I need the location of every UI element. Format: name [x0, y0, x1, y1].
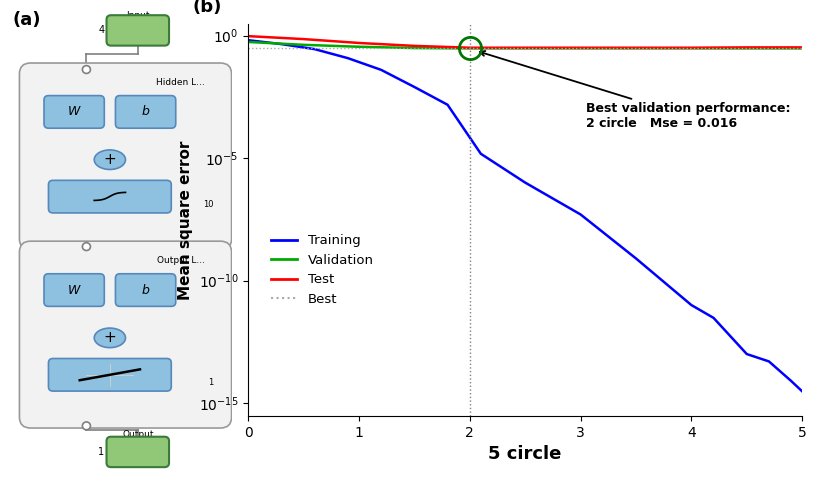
Training	[520, 180, 530, 185]
Validation	[409, 45, 419, 51]
Ellipse shape	[94, 150, 126, 170]
Text: 4: 4	[98, 25, 104, 35]
Line: Test: Test	[248, 36, 802, 48]
Text: Output: Output	[122, 430, 154, 439]
FancyBboxPatch shape	[20, 63, 232, 250]
Training	[409, 84, 419, 90]
Legend: Training, Validation, Test, Best: Training, Validation, Test, Best	[265, 229, 380, 311]
Circle shape	[83, 243, 90, 250]
Validation	[742, 45, 752, 51]
Circle shape	[83, 422, 90, 430]
Training	[476, 151, 485, 157]
Training	[631, 256, 641, 261]
Validation	[465, 45, 475, 51]
Test	[742, 44, 752, 50]
Line: Training: Training	[248, 40, 802, 391]
FancyBboxPatch shape	[20, 241, 232, 428]
Training	[309, 46, 319, 52]
Validation	[576, 45, 586, 51]
Text: W: W	[68, 283, 80, 296]
Text: Hidden L...: Hidden L...	[156, 78, 205, 87]
Test	[686, 45, 696, 51]
Validation	[631, 45, 641, 51]
Training	[742, 351, 752, 357]
Test	[354, 40, 364, 46]
Text: (a): (a)	[12, 11, 41, 29]
Text: b: b	[141, 105, 150, 119]
X-axis label: 5 circle: 5 circle	[489, 445, 562, 463]
Test	[520, 45, 530, 51]
Text: +: +	[103, 152, 117, 167]
FancyBboxPatch shape	[107, 437, 169, 467]
Test	[631, 45, 641, 51]
Training	[376, 67, 386, 73]
Validation	[299, 42, 308, 48]
Test	[299, 36, 308, 42]
FancyBboxPatch shape	[116, 274, 176, 306]
Text: +: +	[103, 330, 117, 346]
FancyBboxPatch shape	[44, 96, 104, 128]
Circle shape	[83, 65, 90, 74]
FancyBboxPatch shape	[107, 15, 169, 45]
Text: 10: 10	[203, 200, 213, 208]
FancyBboxPatch shape	[44, 274, 104, 306]
Training	[576, 212, 586, 217]
Test	[797, 44, 807, 50]
Validation	[520, 45, 530, 51]
Validation	[686, 45, 696, 51]
Training	[276, 41, 286, 47]
Training	[243, 37, 253, 43]
Text: Best validation performance:
2 circle   Mse = 0.016: Best validation performance: 2 circle Ms…	[480, 51, 791, 130]
Test	[409, 43, 419, 49]
FancyBboxPatch shape	[49, 180, 171, 213]
Training	[786, 378, 796, 384]
Test	[465, 45, 475, 51]
Training	[797, 389, 807, 394]
Text: W: W	[68, 105, 80, 119]
Text: 1: 1	[208, 378, 213, 387]
Best	[243, 45, 253, 51]
Text: Input: Input	[126, 11, 150, 20]
Training	[686, 302, 696, 308]
Validation	[243, 39, 253, 45]
Text: (b): (b)	[193, 0, 222, 16]
Training	[343, 55, 353, 61]
Test	[576, 45, 586, 51]
Text: 1: 1	[98, 447, 104, 457]
Text: Output L...: Output L...	[157, 256, 205, 265]
Training	[442, 102, 452, 108]
FancyBboxPatch shape	[116, 96, 176, 128]
Training	[709, 315, 719, 321]
Best	[354, 45, 364, 51]
Validation	[797, 45, 807, 51]
FancyBboxPatch shape	[49, 358, 171, 391]
Test	[243, 33, 253, 39]
Line: Validation: Validation	[248, 42, 802, 48]
Ellipse shape	[94, 328, 126, 348]
Text: b: b	[141, 283, 150, 296]
Y-axis label: Mean square error: Mean square error	[178, 140, 194, 300]
Validation	[354, 44, 364, 50]
Training	[764, 358, 774, 364]
